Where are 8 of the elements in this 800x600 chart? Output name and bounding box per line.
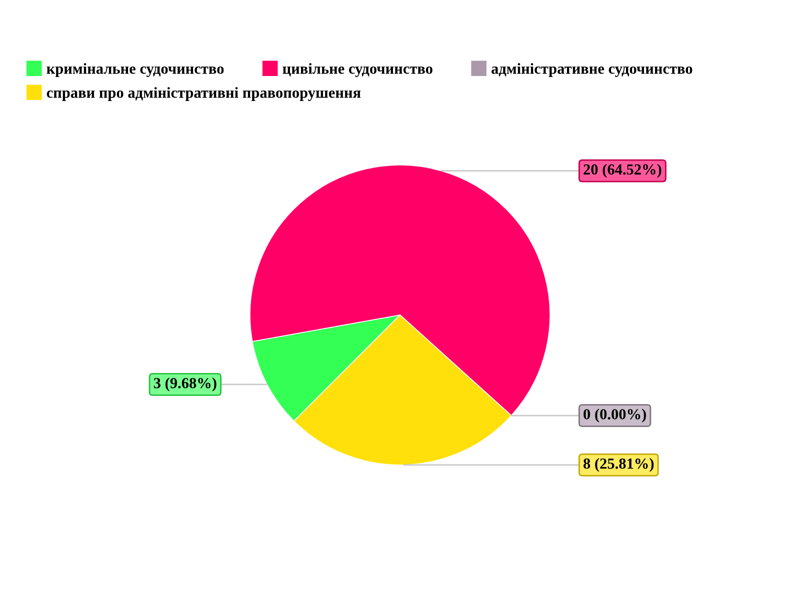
legend-label: кримінальне судочинство: [46, 63, 224, 77]
data-label: 3 (9.68%): [154, 378, 216, 392]
data-label: 8 (25.81%): [584, 458, 654, 472]
legend-label: цивільне судочинство: [282, 63, 432, 77]
text: 0 (0.00%): [584, 408, 646, 422]
legend-label: справи про адміністративні правопорушення: [46, 87, 361, 101]
legend-label: адміністративне судочинство: [492, 63, 692, 77]
data-label: 20 (64.52%): [584, 164, 662, 178]
